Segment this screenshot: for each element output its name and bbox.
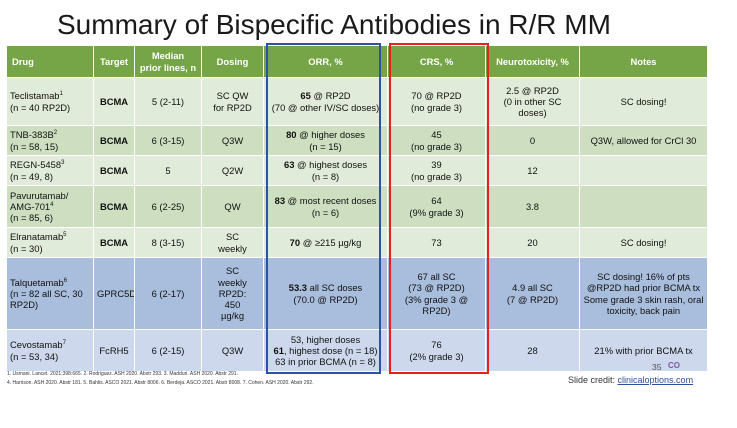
- median-prior-lines-cell: 6 (2-25): [134, 185, 202, 228]
- median-prior-lines-cell: 8 (3-15): [134, 227, 202, 258]
- target-cell: FcRH5: [93, 329, 135, 372]
- notes-cell: SC dosing! 16% of pts @RP2D had prior BCM…: [579, 257, 708, 330]
- crs-cell: 64 (9% grade 3): [387, 185, 486, 228]
- col-header-dosing: Dosing: [201, 45, 264, 78]
- notes-cell: SC dosing!: [579, 227, 708, 258]
- col-header-drug: Drug: [6, 45, 94, 78]
- median-prior-lines-cell: 6 (3-15): [134, 125, 202, 156]
- neurotoxicity-cell: 28: [485, 329, 580, 372]
- col-header-target: Target: [93, 45, 135, 78]
- neurotoxicity-cell: 3.8: [485, 185, 580, 228]
- dosing-cell: Q2W: [201, 155, 264, 186]
- dosing-cell: Q3W: [201, 329, 264, 372]
- median-prior-lines-cell: 6 (2-15): [134, 329, 202, 372]
- neurotoxicity-cell: 2.5 @ RP2D (0 in other SC doses): [485, 77, 580, 126]
- notes-cell: 21% with prior BCMA tx: [579, 329, 708, 372]
- crs-cell: 39 (no grade 3): [387, 155, 486, 186]
- drug-cell: TNB-383B2 (n = 58, 15): [6, 125, 94, 156]
- notes-cell: [579, 185, 708, 228]
- dosing-cell: SC weekly RP2D: 450 µg/kg: [201, 257, 264, 330]
- crs-cell: 67 all SC (73 @ RP2D) (3% grade 3 @ RP2D): [387, 257, 486, 330]
- median-prior-lines-cell: 6 (2-17): [134, 257, 202, 330]
- notes-cell: Q3W, allowed for CrCl 30: [579, 125, 708, 156]
- crs-cell: 76 (2% grade 3): [387, 329, 486, 372]
- crs-column-highlight: [389, 43, 489, 374]
- drug-cell: Elranatamab5 (n = 30): [6, 227, 94, 258]
- clinicaloptions-link[interactable]: clinicaloptions.com: [617, 375, 694, 385]
- target-cell: BCMA: [93, 227, 135, 258]
- neurotoxicity-cell: 12: [485, 155, 580, 186]
- drug-cell: Talquetamab6 (n = 82 all SC, 30 RP2D): [6, 257, 94, 330]
- target-cell: BCMA: [93, 185, 135, 228]
- notes-cell: [579, 155, 708, 186]
- drug-cell: Pavurutamab/AMG-7014 (n = 85, 6): [6, 185, 94, 228]
- orr-column-highlight: [266, 43, 381, 374]
- clinical-options-logo: CO: [668, 361, 680, 370]
- neurotoxicity-cell: 0: [485, 125, 580, 156]
- table-row: Cevostamab7 (n = 53, 34) FcRH5 6 (2-15) Q…: [6, 329, 708, 372]
- target-cell: BCMA: [93, 125, 135, 156]
- orr-cell: 80 @ higher doses (n = 15): [263, 125, 388, 156]
- reference-line: 4. Harrison. ASH 2020. Abstr 181. 5. Bah…: [7, 379, 314, 386]
- notes-cell: SC dosing!: [579, 77, 708, 126]
- target-cell: GPRC5D: [93, 257, 135, 330]
- dosing-cell: QW: [201, 185, 264, 228]
- crs-cell: 73: [387, 227, 486, 258]
- references: 1. Usmani. Lancet. 2021;398:665. 2. Rodr…: [7, 370, 567, 387]
- drug-cell: REGN-54583 (n = 49, 8): [6, 155, 94, 186]
- orr-cell: 65 @ RP2D (70 @ other IV/SC doses): [263, 77, 388, 126]
- bispecific-antibodies-table: Drug Target Median prior lines, n Dosing …: [6, 45, 708, 372]
- col-header-notes: Notes: [579, 45, 708, 78]
- dosing-cell: Q3W: [201, 125, 264, 156]
- orr-cell: 53, higher doses 61, highest dose (n = 18…: [263, 329, 388, 372]
- orr-cell: 83 @ most recent doses (n = 6): [263, 185, 388, 228]
- col-header-median-prior-lines: Median prior lines, n: [134, 45, 202, 78]
- drug-cell: Teclistamab1 (n = 40 RP2D): [6, 77, 94, 126]
- col-header-crs: CRS, %: [387, 45, 486, 78]
- col-header-orr: ORR, %: [263, 45, 388, 78]
- median-prior-lines-cell: 5: [134, 155, 202, 186]
- target-cell: BCMA: [93, 155, 135, 186]
- slide-title: Summary of Bispecific Antibodies in R/R …: [57, 9, 611, 40]
- dosing-cell: SC weekly: [201, 227, 264, 258]
- table-header-row: Drug Target Median prior lines, n Dosing …: [6, 45, 708, 78]
- reference-line: 1. Usmani. Lancet. 2021;398:665. 2. Rodr…: [7, 371, 238, 377]
- orr-cell: 63 @ highest doses (n = 8): [263, 155, 388, 186]
- page-number: 35: [652, 362, 662, 372]
- neurotoxicity-cell: 4.9 all SC (7 @ RP2D): [485, 257, 580, 330]
- crs-cell: 70 @ RP2D (no grade 3): [387, 77, 486, 126]
- neurotoxicity-cell: 20: [485, 227, 580, 258]
- table-row: Pavurutamab/AMG-7014 (n = 85, 6) BCMA 6 (…: [6, 185, 708, 228]
- drug-cell: Cevostamab7 (n = 53, 34): [6, 329, 94, 372]
- dosing-cell: SC QW for RP2D: [201, 77, 264, 126]
- median-prior-lines-cell: 5 (2-11): [134, 77, 202, 126]
- slide-credit: Slide credit: clinicaloptions.com: [568, 375, 694, 385]
- target-cell: BCMA: [93, 77, 135, 126]
- table-row: Teclistamab1 (n = 40 RP2D) BCMA 5 (2-11) …: [6, 77, 708, 126]
- col-header-neurotoxicity: Neurotoxicity, %: [485, 45, 580, 78]
